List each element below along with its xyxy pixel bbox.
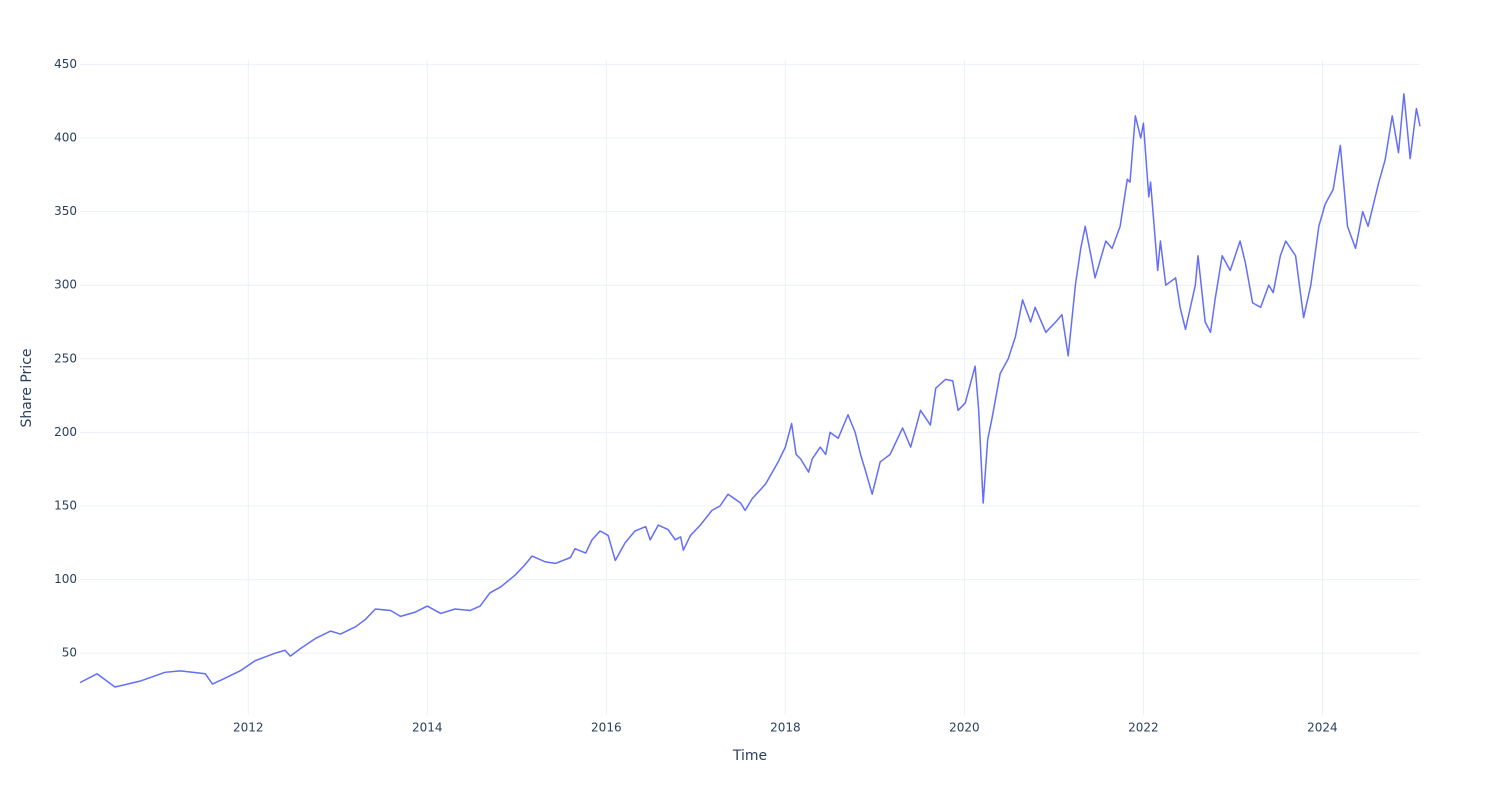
x-tick-label: 2018 bbox=[770, 721, 801, 735]
y-axis-title: Share Price bbox=[19, 348, 35, 427]
x-tick-label: 2020 bbox=[949, 721, 980, 735]
x-tick-label: 2024 bbox=[1307, 721, 1338, 735]
x-tick-label: 2022 bbox=[1128, 721, 1159, 735]
y-tick-label: 400 bbox=[54, 131, 77, 145]
x-tick-label: 2014 bbox=[412, 721, 443, 735]
y-tick-label: 50 bbox=[62, 646, 77, 660]
y-tick-label: 450 bbox=[54, 57, 77, 71]
x-tick-label: 2012 bbox=[233, 721, 264, 735]
x-axis-title: Time bbox=[732, 748, 767, 764]
y-tick-label: 200 bbox=[54, 425, 77, 439]
y-tick-label: 150 bbox=[54, 498, 77, 512]
y-tick-label: 100 bbox=[54, 572, 77, 586]
price-line bbox=[79, 93, 1421, 688]
x-tick-label: 2016 bbox=[591, 721, 622, 735]
y-tick-label: 350 bbox=[54, 204, 77, 218]
y-tick-label: 250 bbox=[54, 351, 77, 365]
y-tick-label: 300 bbox=[54, 278, 77, 292]
